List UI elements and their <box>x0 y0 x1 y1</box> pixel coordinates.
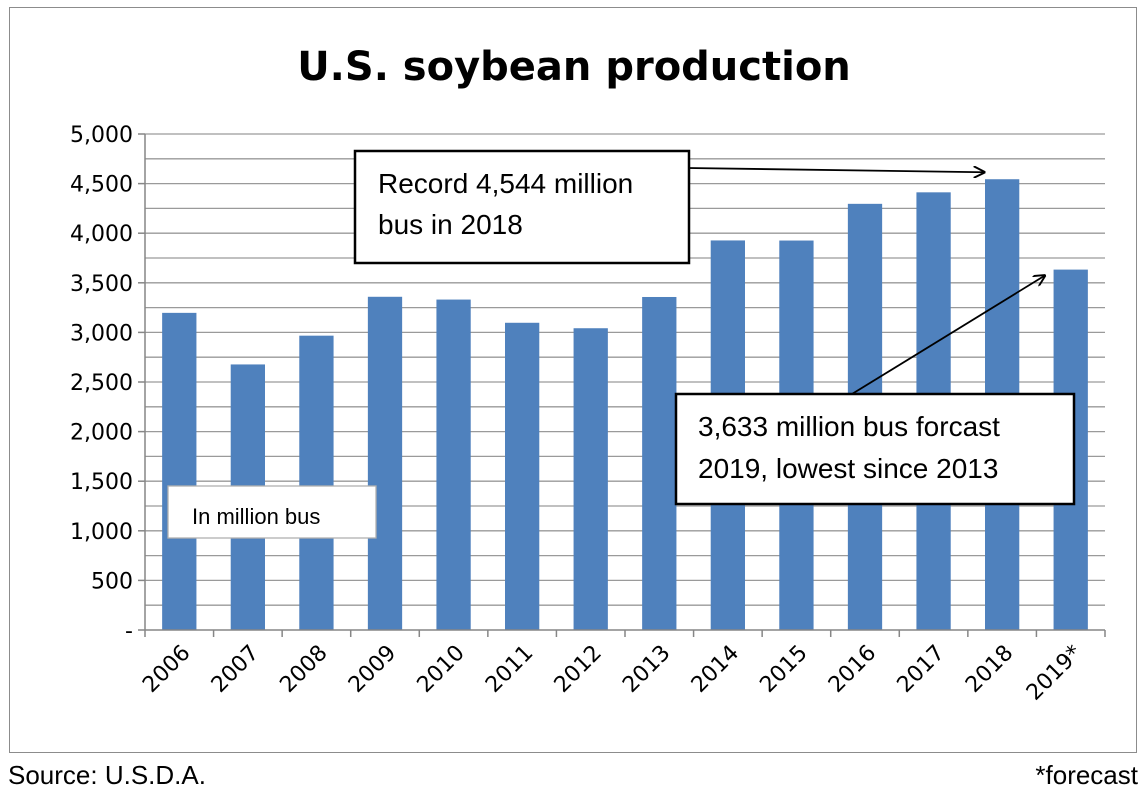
annotation-forecast-line2: 2019, lowest since 2013 <box>698 453 998 484</box>
annotation-arrow-record <box>687 168 984 172</box>
annotation-record-line1: Record 4,544 million <box>378 168 633 199</box>
annotation-box-record <box>353 149 691 265</box>
y-tick-label: 1,500 <box>70 470 133 495</box>
x-tick-label: 2018 <box>961 641 1018 698</box>
annotation-box-forecast <box>674 392 1076 506</box>
annotation-record-line2: bus in 2018 <box>378 209 523 240</box>
x-tick-label: 2009 <box>344 641 401 698</box>
y-tick-label: 4,000 <box>70 222 133 247</box>
x-tick-label: 2012 <box>550 641 607 698</box>
y-tick-label: 3,000 <box>70 321 133 346</box>
bar-2011 <box>505 322 540 630</box>
bar-2013 <box>642 296 677 630</box>
x-tick-label: 2014 <box>687 641 744 698</box>
unit-label: In million bus <box>192 504 320 529</box>
annotations: In million bus Record 4,544 million bus in… <box>167 149 1076 539</box>
axes <box>138 133 1106 637</box>
bar-2009 <box>367 296 403 630</box>
bar-2012 <box>573 328 608 630</box>
x-tick-label: 2006 <box>138 641 195 698</box>
x-tick-label: 2011 <box>481 641 538 698</box>
y-axis-labels: - 500 1,000 1,500 2,000 2,500 3,000 3,500 4,000 4… <box>70 123 133 644</box>
forecast-note: *forecast <box>1035 760 1138 790</box>
x-tick-label: 2019* <box>1022 641 1087 706</box>
x-tick-label: 2010 <box>413 641 470 698</box>
y-tick-label: 4,500 <box>70 173 133 198</box>
annotation-forecast-line1: 3,633 million bus forcast <box>698 411 1000 442</box>
unit-label-box <box>167 485 377 539</box>
x-tick-label: 2013 <box>618 641 675 698</box>
bar-2008 <box>299 335 334 630</box>
y-tick-label: 5,000 <box>70 123 133 148</box>
chart-title: U.S. soybean production <box>297 44 851 90</box>
bar-2010 <box>436 299 471 630</box>
y-tick-label: 1,000 <box>70 520 133 545</box>
source-text: Source: U.S.D.A. <box>8 760 206 790</box>
x-axis-labels: 2006 2007 2008 2009 2010 2011 2012 2013 2014 2015… <box>138 641 1087 706</box>
x-tick-label: 2015 <box>755 641 812 698</box>
y-tick-label: - <box>125 619 133 644</box>
bar-chart: U.S. soybean production - 500 1,000 1,500 2,… <box>70 44 1106 706</box>
y-tick-label: 2,500 <box>70 371 133 396</box>
y-tick-label: 3,500 <box>70 272 133 297</box>
x-tick-label: 2008 <box>275 641 332 698</box>
y-tick-label: 2,000 <box>70 421 133 446</box>
y-tick-label: 500 <box>91 569 133 594</box>
annotation-arrow-forecast <box>851 276 1045 395</box>
x-tick-label: 2007 <box>207 641 264 698</box>
x-tick-label: 2017 <box>893 641 950 698</box>
chart-frame: U.S. soybean production - 500 1,000 1,500 2,… <box>9 7 1137 753</box>
bar-2006 <box>162 312 197 630</box>
x-tick-label: 2016 <box>824 641 881 698</box>
